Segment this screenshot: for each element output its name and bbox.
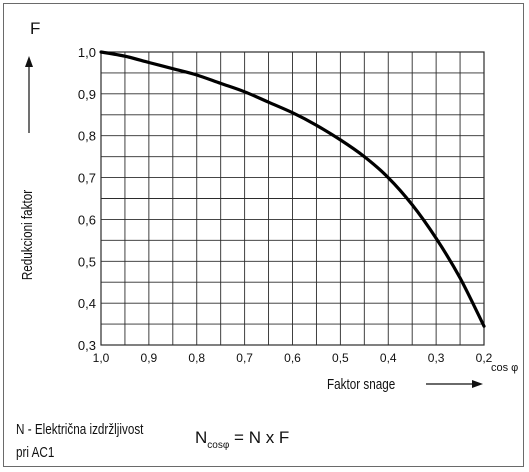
y-tick-labels: 0,3 0,4 0,5 0,6 0,7 0,8 0,9 1,0 xyxy=(78,45,96,353)
y-axis-arrow xyxy=(25,56,33,133)
x-tick-label: 0,5 xyxy=(332,351,349,365)
y-tick-label: 0,3 xyxy=(78,338,96,353)
x-tick-label: 0,7 xyxy=(236,351,253,365)
y-tick-label: 0,5 xyxy=(78,254,96,269)
x-axis-arrow xyxy=(426,380,483,388)
note-electrical-endurance: N - Električna izdržljivost xyxy=(16,421,144,438)
y-axis-symbol: F xyxy=(30,19,40,38)
plot-border xyxy=(100,51,485,346)
y-tick-label: 0,9 xyxy=(78,87,96,102)
formula: Ncosφ = N x F xyxy=(195,428,289,451)
reduction-factor-chart: 1,0 0,9 0,8 0,7 0,6 0,5 0,4 0,3 0,2 0,3 0,4 0,5 0,6… xyxy=(19,19,519,393)
reduction-curve xyxy=(99,50,486,328)
y-axis-label: Redukcioni faktor xyxy=(19,189,36,280)
formula-rest: = N x F xyxy=(229,428,290,447)
chart-grid xyxy=(101,52,484,345)
figure-frame xyxy=(3,3,524,467)
x-tick-label: 0,4 xyxy=(380,351,397,365)
y-tick-label: 0,8 xyxy=(78,129,96,144)
x-axis-label: Faktor snage xyxy=(327,376,395,393)
x-tick-label: 0,9 xyxy=(141,351,158,365)
x-tick-label: 1,0 xyxy=(93,351,110,365)
note-ac1: pri AC1 xyxy=(16,444,55,461)
x-tick-label: 0,6 xyxy=(284,351,301,365)
y-tick-label: 1,0 xyxy=(78,45,96,60)
x-tick-label: 0,8 xyxy=(188,351,205,365)
y-tick-label: 0,7 xyxy=(78,171,96,186)
x-tick-label: 0,2 xyxy=(476,351,493,365)
x-tick-labels: 1,0 0,9 0,8 0,7 0,6 0,5 0,4 0,3 0,2 xyxy=(93,351,493,365)
formula-subscript: cosφ xyxy=(207,440,230,451)
x-axis-symbol: cos φ xyxy=(491,362,518,374)
y-tick-label: 0,4 xyxy=(78,296,96,311)
y-tick-label: 0,6 xyxy=(78,212,96,227)
formula-n: N xyxy=(195,428,208,447)
x-tick-label: 0,3 xyxy=(428,351,445,365)
